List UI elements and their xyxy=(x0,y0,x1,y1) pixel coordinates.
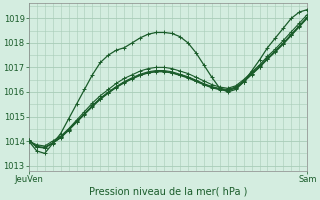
X-axis label: Pression niveau de la mer( hPa ): Pression niveau de la mer( hPa ) xyxy=(89,187,247,197)
